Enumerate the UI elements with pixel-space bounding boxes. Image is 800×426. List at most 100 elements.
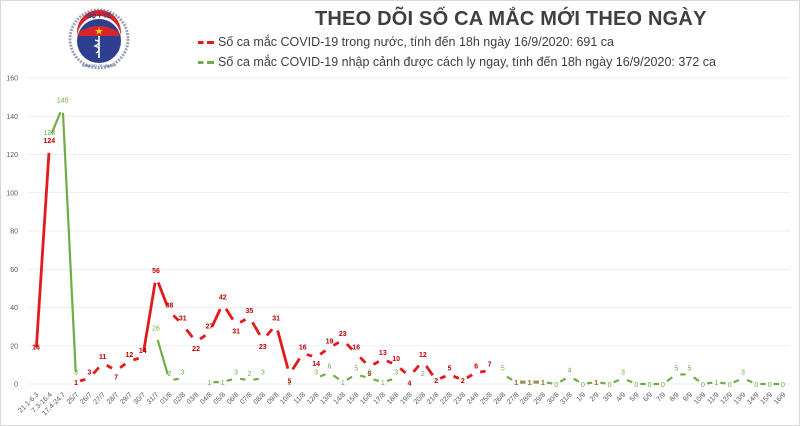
legend-item-imported: Số ca mắc COVID-19 nhập cảnh được cách l… [198, 55, 716, 69]
domestic-data-label: 1 [74, 380, 78, 387]
imported-data-label: 3 [181, 369, 185, 376]
domestic-line-segment [291, 357, 301, 371]
imported-line-segment [586, 381, 593, 385]
logo-text-top: BỘ Y TẾ [87, 12, 111, 20]
domestic-data-label: 9 [368, 371, 372, 378]
domestic-data-label: 23 [259, 344, 267, 351]
domestic-data-label: 14 [139, 348, 147, 355]
y-tick-label: 160 [6, 76, 18, 83]
y-tick-label: 40 [10, 305, 18, 312]
imported-data-label: 0 [781, 382, 785, 389]
imported-line-segment [61, 112, 77, 373]
domestic-data-label: 16 [32, 344, 40, 351]
domestic-data-label: 22 [192, 346, 200, 353]
x-tick-label: 11/8 [293, 391, 307, 405]
logo-text-bottom: MINISTRY OF HEALTH [82, 64, 116, 68]
imported-data-label: 6 [328, 364, 332, 371]
x-tick-label: 7/9 [656, 391, 668, 403]
x-tick-label: 15/9 [759, 391, 774, 406]
domestic-line-segment [251, 321, 261, 336]
domestic-data-label: 3 [87, 369, 91, 376]
imported-data-label: 1 [341, 380, 345, 387]
x-tick-label: 19/8 [399, 391, 414, 406]
domestic-data-label: 10 [392, 356, 400, 363]
domestic-line-segment [306, 353, 313, 358]
imported-data-label: 1 [207, 380, 211, 387]
x-tick-label: 04/8 [199, 391, 214, 406]
x-tick-label: 13/8 [319, 391, 334, 406]
imported-line-segment [226, 378, 233, 382]
x-tick-label: 15/8 [346, 391, 361, 406]
legend-label-imported: Số ca mắc COVID-19 nhập cảnh được cách l… [218, 55, 716, 69]
imported-data-label: 2 [247, 371, 251, 378]
domestic-data-label: 7 [488, 362, 492, 369]
imported-data-label: 3 [261, 369, 265, 376]
domestic-data-label: 13 [379, 350, 387, 357]
imported-line-segment [733, 378, 740, 384]
domestic-line-segment [386, 359, 393, 365]
imported-data-label: 0 [728, 382, 732, 389]
imported-data-label: 0 [768, 382, 772, 389]
x-tick-label: 27/7 [93, 391, 108, 406]
imported-data-label: 0 [701, 382, 705, 389]
imported-data-label: 3 [621, 369, 625, 376]
domestic-data-label: 1 [541, 380, 545, 387]
domestic-data-label: 14 [312, 361, 320, 368]
imported-data-label: 5 [688, 365, 692, 372]
imported-data-label: 0 [661, 382, 665, 389]
x-tick-label: 11/9 [706, 391, 720, 405]
x-tick-label: 22/8 [439, 391, 454, 406]
domestic-data-label: 5 [448, 365, 452, 372]
domestic-data-label: 124 [43, 138, 55, 145]
x-tick-label: 3/9 [602, 391, 614, 403]
x-tick-label: 26/8 [493, 391, 508, 406]
domestic-data-label: 2 [434, 378, 438, 385]
legend-swatch-green-dash-icon [198, 60, 214, 64]
imported-line-segment [692, 376, 700, 383]
imported-line-segment [156, 339, 169, 375]
imported-line-segment [359, 374, 366, 379]
domestic-line-segment [92, 366, 100, 375]
legend-label-domestic: Số ca mắc COVID-19 trong nước, tính đến … [218, 35, 614, 49]
domestic-line-segment [172, 314, 180, 322]
imported-data-label: 5 [674, 365, 678, 372]
domestic-data-label: 12 [125, 352, 133, 359]
ministry-of-health-logo: BỘ Y TẾ MINISTRY OF HEALTH [68, 8, 130, 70]
domestic-data-label: 38 [165, 302, 173, 309]
x-tick-label: 28/8 [519, 391, 534, 406]
domestic-line-segment [479, 369, 486, 374]
x-tick-label: 1/9 [575, 391, 587, 403]
x-tick-label: 5/9 [629, 391, 641, 403]
imported-data-label: 0 [581, 382, 585, 389]
imported-data-label: 5 [354, 365, 358, 372]
domestic-line-segment [265, 328, 274, 337]
domestic-data-label: 7 [114, 375, 118, 382]
x-tick-label: 17/8 [373, 391, 388, 406]
domestic-data-label: 42 [219, 295, 227, 302]
x-tick-label: 08/8 [253, 391, 268, 406]
domestic-line-segment [106, 364, 113, 370]
domestic-line-segment [332, 341, 340, 347]
imported-line-segment [346, 375, 353, 381]
x-tick-label: 06/8 [226, 391, 241, 406]
domestic-line-segment [276, 330, 290, 370]
domestic-line-segment [372, 360, 380, 366]
domestic-data-label: 23 [339, 331, 347, 338]
imported-line-segment [626, 378, 633, 384]
imported-data-label: 0 [754, 382, 758, 389]
imported-line-segment [600, 381, 606, 385]
imported-data-label: 3 [368, 369, 372, 376]
imported-data-label: 128 [43, 130, 55, 137]
domestic-data-label: 56 [152, 268, 160, 275]
y-tick-label: 20 [10, 343, 18, 350]
chart-title: THEO DÕI SỐ CA MẮC MỚI THEO NGÀY [315, 8, 707, 30]
x-tick-label: 13/9 [733, 391, 748, 406]
domestic-line-segment [345, 343, 354, 351]
domestic-line-segment [425, 365, 434, 377]
domestic-line-segment [199, 334, 207, 341]
domestic-data-label: 35 [246, 308, 254, 315]
domestic-data-label: 2 [461, 378, 465, 385]
x-tick-label: 27/8 [506, 391, 521, 406]
x-tick-label: 29/8 [533, 391, 548, 406]
